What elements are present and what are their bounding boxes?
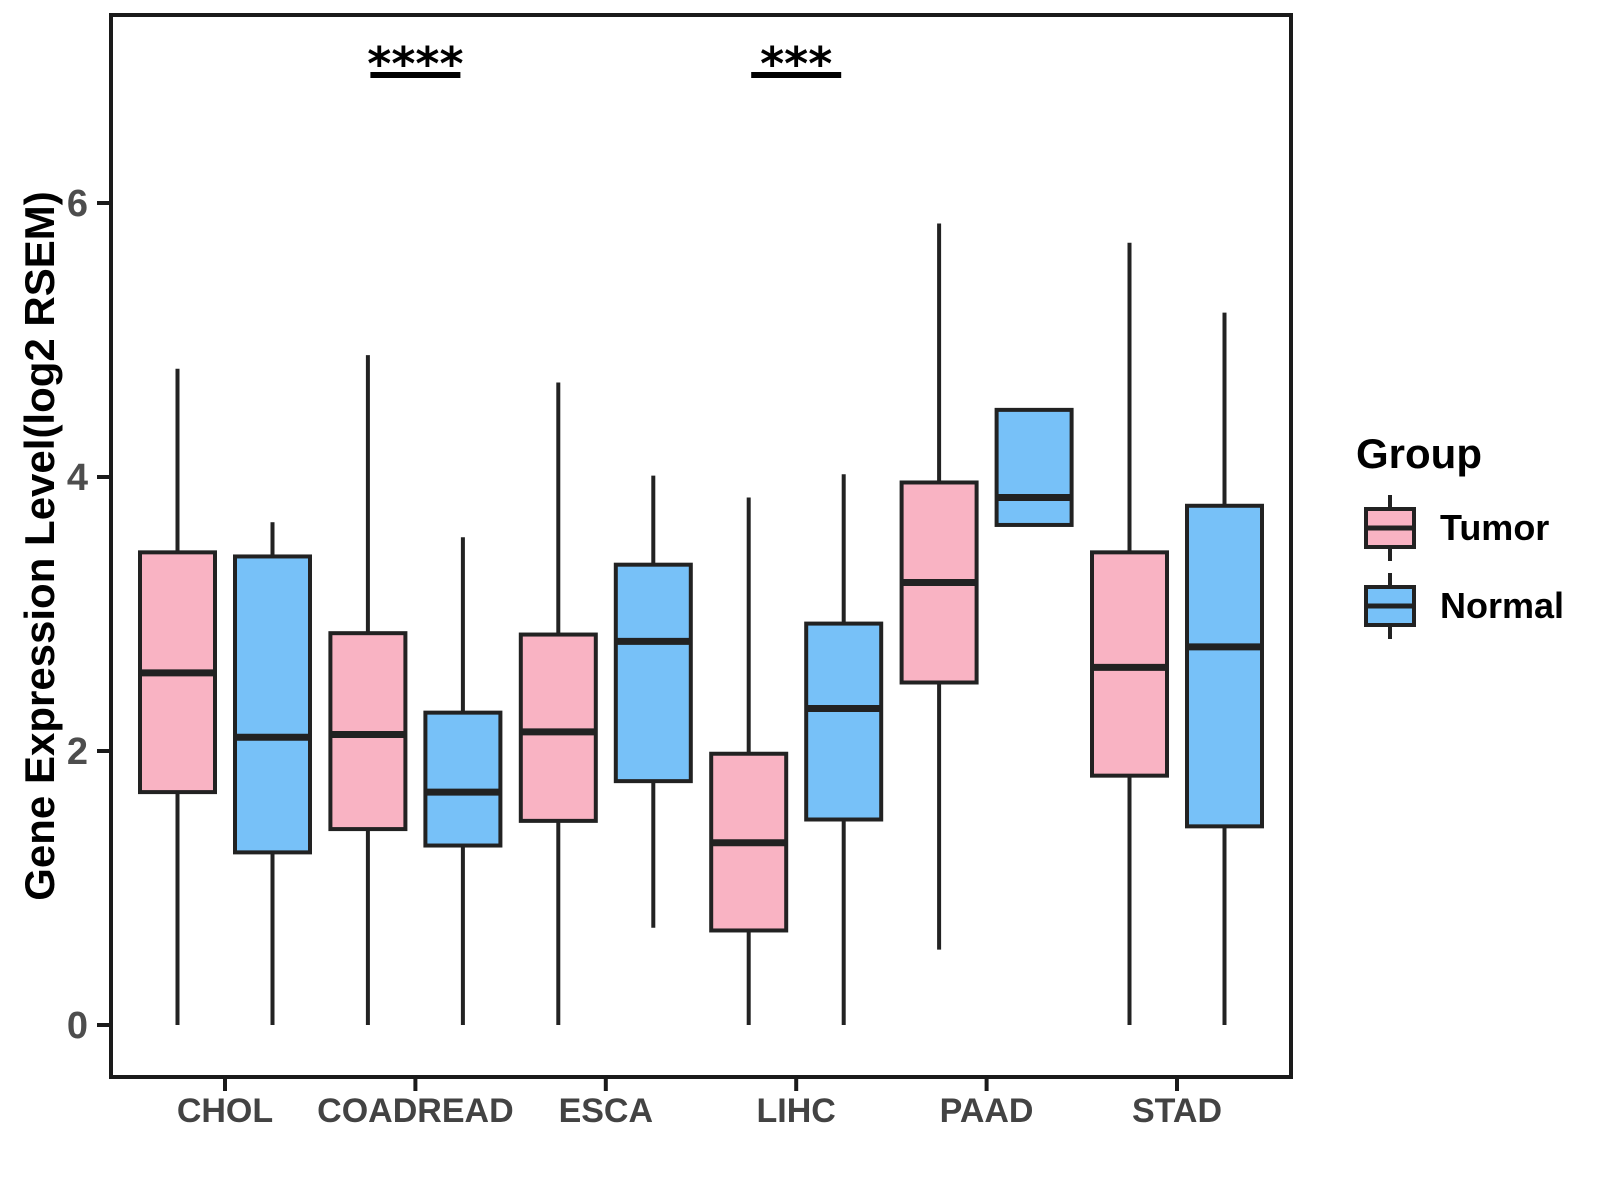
x-axis-category-label: LIHC [757, 1092, 836, 1130]
x-axis-category-label: COADREAD [317, 1092, 513, 1130]
significance-bar-lihc [751, 72, 842, 78]
y-axis-tick-label: 4 [67, 457, 88, 499]
y-axis-tick-label: 2 [67, 731, 88, 773]
x-axis-category-label: ESCA [559, 1092, 653, 1130]
legend-title: Group [1356, 430, 1482, 477]
x-axis-category-label: PAAD [940, 1092, 1034, 1130]
plot-panel-border [109, 13, 1293, 1079]
legend-label-tumor: Tumor [1440, 507, 1550, 548]
box-normal-coadread [423, 710, 503, 848]
y-axis-tick-label: 6 [67, 183, 88, 225]
significance-stars-coadread: **** [367, 37, 463, 91]
box-normal-paad [994, 407, 1074, 527]
normal-boxplot-key-icon [1364, 573, 1416, 639]
box-normal-esca [613, 562, 693, 784]
legend-item-normal: Normal [1332, 572, 1564, 640]
legend-item-tumor: Tumor [1332, 494, 1564, 562]
significance-stars-lihc: *** [760, 37, 832, 91]
x-axis-category-label: CHOL [177, 1092, 273, 1130]
box-normal-lihc [804, 621, 884, 822]
x-axis-category-label: STAD [1132, 1092, 1222, 1130]
legend: Group Tumor Normal [1332, 430, 1564, 650]
box-normal-stad [1185, 503, 1264, 829]
y-axis-title: Gene Expression Level(log2 RSEM) [16, 191, 63, 901]
legend-label-normal: Normal [1440, 585, 1565, 626]
y-axis-tick-label: 0 [67, 1005, 88, 1047]
box-tumor-esca [518, 632, 598, 823]
tumor-boxplot-key-icon [1364, 495, 1416, 561]
significance-bar-coadread [370, 72, 461, 78]
box-normal-chol [233, 554, 312, 855]
